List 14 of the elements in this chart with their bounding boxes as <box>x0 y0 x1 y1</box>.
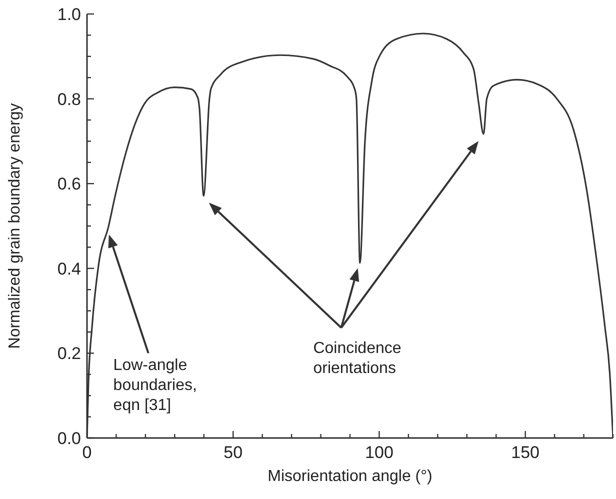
y-axis-title: Normalized grain boundary energy <box>6 103 24 349</box>
y-tick-label: 0.2 <box>57 344 81 364</box>
x-tick-label: 150 <box>511 443 540 462</box>
annotation: Coincidence orientations <box>313 340 402 377</box>
y-tick-label: 0.4 <box>57 259 81 278</box>
x-tick-label: 50 <box>224 443 243 462</box>
x-axis-title: Misorientation angle (°) <box>268 468 432 485</box>
y-tick-label: 0.0 <box>57 429 81 448</box>
x-tick-label: 100 <box>365 443 394 462</box>
y-tick-label: 0.6 <box>57 174 81 194</box>
y-tick-label: 0.8 <box>57 90 81 109</box>
annotation: Low-angle boundaries, eqn [31] <box>113 357 197 414</box>
x-tick-label: 0 <box>82 443 92 462</box>
y-tick-label: 1.0 <box>57 5 81 24</box>
